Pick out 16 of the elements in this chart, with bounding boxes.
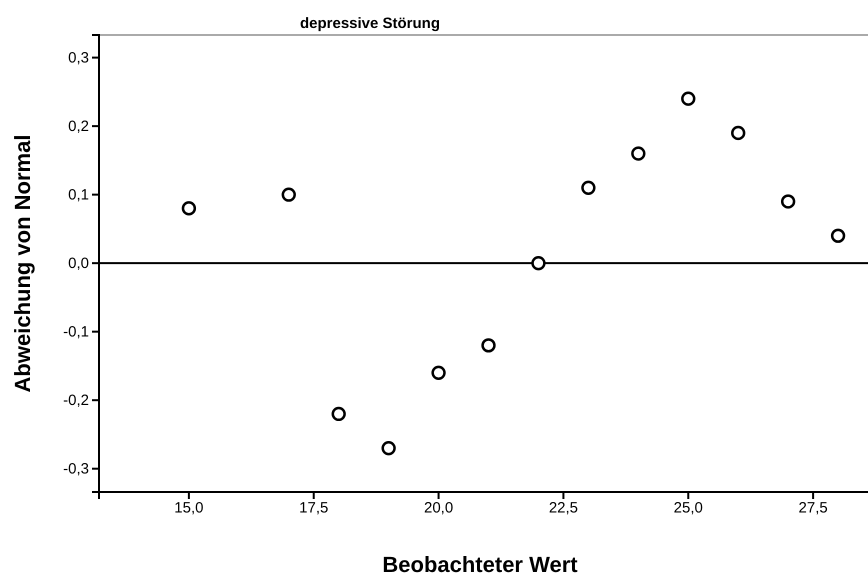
x-tick-label: 17,5 bbox=[299, 500, 328, 517]
y-tick-label: 0,1 bbox=[68, 186, 89, 204]
y-tick-label: 0,3 bbox=[68, 49, 89, 66]
y-axis-title: Abweichung von Normal bbox=[10, 134, 35, 392]
x-tick-label: 25,0 bbox=[674, 500, 703, 517]
y-tick-label: -0,2 bbox=[63, 392, 89, 409]
y-tick-label: 0,0 bbox=[68, 254, 89, 272]
y-tick-label: -0,1 bbox=[63, 323, 89, 340]
x-tick-label: 20,0 bbox=[424, 500, 454, 517]
x-tick-label: 22,5 bbox=[548, 500, 578, 517]
chart-title: depressive Störung bbox=[300, 15, 440, 32]
y-tick-label: -0,3 bbox=[63, 460, 89, 478]
x-tick-label: 27,5 bbox=[798, 500, 828, 517]
x-tick-label: 15,0 bbox=[174, 500, 204, 517]
y-tick-label: 0,2 bbox=[68, 118, 89, 135]
x-axis-title: Beobachteter Wert bbox=[382, 552, 578, 577]
